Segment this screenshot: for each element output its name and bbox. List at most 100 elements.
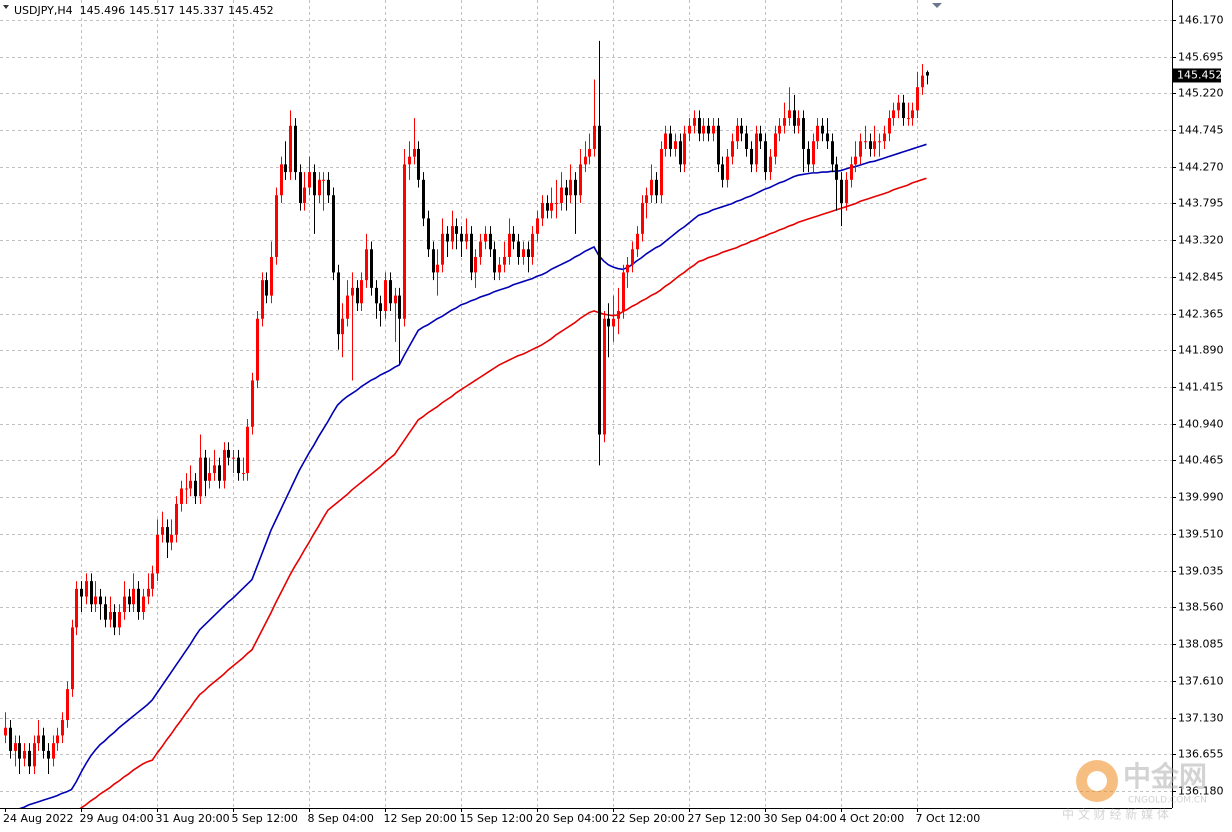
candle-body bbox=[631, 249, 634, 265]
candle-body bbox=[845, 179, 848, 203]
x-tick-label: 4 Oct 20:00 bbox=[840, 812, 905, 825]
y-tick-label: 144.745 bbox=[1178, 124, 1224, 137]
candle-body bbox=[669, 133, 672, 149]
candle-body bbox=[441, 233, 444, 265]
candle-body bbox=[916, 87, 919, 111]
candle-body bbox=[660, 148, 663, 196]
candle-body bbox=[622, 272, 625, 312]
y-tick-label: 142.365 bbox=[1178, 308, 1224, 321]
candle-body bbox=[261, 280, 264, 319]
candle-body bbox=[80, 588, 83, 597]
candle-body bbox=[180, 488, 183, 504]
candle-body bbox=[199, 457, 202, 497]
candle-body bbox=[484, 233, 487, 242]
candle-body bbox=[99, 596, 102, 605]
candle-body bbox=[265, 280, 268, 296]
candle-body bbox=[878, 141, 881, 143]
y-tick-label: 136.655 bbox=[1178, 748, 1224, 761]
candle-body bbox=[674, 141, 677, 149]
candle-body bbox=[455, 226, 458, 234]
x-tick-label: 20 Sep 04:00 bbox=[536, 812, 609, 825]
candle-body bbox=[4, 727, 7, 736]
candle-body bbox=[854, 156, 857, 165]
candle-body bbox=[603, 318, 606, 435]
candle-body bbox=[831, 141, 834, 165]
candle-body bbox=[47, 750, 50, 759]
candle-body bbox=[745, 133, 748, 149]
candle-body bbox=[275, 195, 278, 257]
candle-body bbox=[835, 164, 838, 180]
candle-body bbox=[750, 148, 753, 165]
candle-body bbox=[90, 581, 93, 605]
candle-body bbox=[161, 527, 164, 535]
candle-body bbox=[892, 110, 895, 119]
candle-body bbox=[793, 110, 796, 126]
candle-body bbox=[650, 179, 653, 196]
menu-arrow[interactable] bbox=[3, 5, 9, 9]
candle-body bbox=[33, 743, 36, 767]
candle-body bbox=[246, 426, 249, 474]
candle-body bbox=[489, 233, 492, 250]
candle-body bbox=[71, 627, 74, 690]
candle-body bbox=[403, 164, 406, 319]
candle-body bbox=[460, 233, 463, 242]
candle-body bbox=[256, 318, 259, 381]
moving-averages bbox=[19, 143, 927, 808]
candle-body bbox=[897, 102, 900, 111]
candle-body bbox=[465, 233, 468, 242]
x-tick-label: 22 Sep 20:00 bbox=[612, 812, 685, 825]
candle-body bbox=[185, 488, 188, 490]
candle-body bbox=[370, 249, 373, 288]
candle-body bbox=[517, 241, 520, 257]
candle-body bbox=[503, 256, 506, 265]
y-tick-label: 142.845 bbox=[1178, 271, 1224, 284]
shift-marker[interactable] bbox=[932, 3, 942, 8]
candle-body bbox=[189, 480, 192, 489]
watermark-domain: CNGOLD.COM.CN bbox=[1128, 796, 1207, 806]
candle-body bbox=[375, 287, 378, 304]
symbol: USDJPY,H4 bbox=[14, 4, 73, 17]
candle-body bbox=[617, 311, 620, 319]
candle-body bbox=[527, 249, 530, 257]
candle-body bbox=[232, 457, 235, 459]
x-tick-label: 5 Sep 12:00 bbox=[232, 812, 298, 825]
candle-body bbox=[664, 133, 667, 149]
candle-body bbox=[128, 596, 131, 605]
candle-body bbox=[118, 611, 121, 628]
candle-body bbox=[389, 280, 392, 304]
candle-body bbox=[218, 465, 221, 481]
candle-body bbox=[417, 148, 420, 180]
x-tick-label: 12 Sep 20:00 bbox=[384, 812, 457, 825]
candle-body bbox=[398, 295, 401, 319]
candle-body bbox=[859, 141, 862, 157]
candle-body bbox=[175, 503, 178, 535]
y-tick-label: 143.320 bbox=[1178, 234, 1224, 247]
candle-body bbox=[693, 118, 696, 126]
watermark: 中金网 CNGOLD.COM.CN 中 文 财 经 新 媒 体 bbox=[1062, 760, 1207, 822]
candle-body bbox=[560, 187, 563, 203]
candle-body bbox=[683, 133, 686, 165]
candle-body bbox=[721, 164, 724, 180]
y-tick-label: 144.270 bbox=[1178, 161, 1224, 174]
candle-body bbox=[137, 588, 140, 612]
y-tick-label: 145.695 bbox=[1178, 51, 1224, 64]
candle-body bbox=[584, 156, 587, 165]
x-tick-label: 7 Oct 12:00 bbox=[916, 812, 981, 825]
candle-body bbox=[712, 125, 715, 134]
candle-body bbox=[641, 202, 644, 234]
candle-body bbox=[284, 164, 287, 173]
watermark-brand: 中金网 bbox=[1123, 760, 1207, 793]
candle-body bbox=[512, 233, 515, 242]
candle-body bbox=[731, 141, 734, 157]
candle-body bbox=[237, 457, 240, 474]
candle-body bbox=[294, 125, 297, 173]
candle-body bbox=[636, 233, 639, 250]
y-tick-label: 145.220 bbox=[1178, 87, 1224, 100]
candle-body bbox=[356, 287, 359, 304]
candle-body bbox=[850, 164, 853, 180]
candle-body bbox=[365, 249, 368, 281]
open-value: 145.496 bbox=[80, 4, 126, 17]
candle-body bbox=[341, 318, 344, 335]
